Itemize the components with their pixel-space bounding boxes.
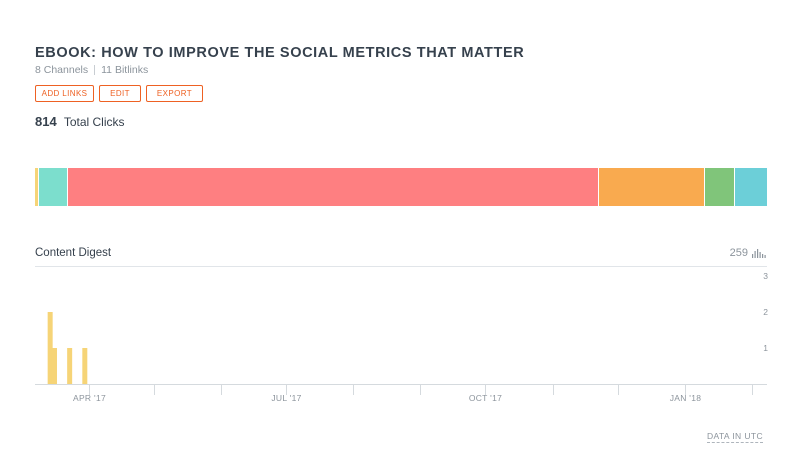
data-in-utc-link[interactable]: DATA IN UTC	[706, 431, 763, 443]
total-clicks: 814 Total Clicks	[35, 114, 125, 129]
data-bar	[51, 348, 57, 384]
y-tick-label: 1	[763, 343, 768, 353]
channel-segment[interactable]	[598, 168, 705, 206]
section-count-value: 259	[729, 247, 748, 259]
x-tick-label: APR '17	[73, 393, 106, 403]
channel-segment[interactable]	[704, 168, 736, 206]
meta-divider	[94, 65, 96, 75]
x-tick-label: JUL '17	[271, 393, 301, 403]
channel-segment[interactable]	[38, 168, 68, 206]
channels-count[interactable]: 8 Channels	[35, 64, 89, 76]
channel-breakdown-bar	[35, 168, 767, 206]
y-tick-label: 3	[763, 271, 768, 281]
data-bar	[67, 348, 73, 384]
channel-segment[interactable]	[67, 168, 599, 206]
page-title: EBOOK: HOW TO IMPROVE THE SOCIAL METRICS…	[35, 45, 525, 61]
section-count[interactable]: 259	[730, 247, 766, 259]
add-links-button[interactable]: ADD LINKS	[35, 85, 94, 102]
channel-segment[interactable]	[35, 168, 39, 206]
channel-segment[interactable]	[735, 168, 767, 206]
action-buttons: ADD LINKS EDIT EXPORT	[35, 85, 203, 102]
x-tick-label: OCT '17	[469, 393, 502, 403]
x-tick-label: JAN '18	[670, 393, 702, 403]
section-divider	[35, 266, 767, 267]
total-clicks-label: Total Clicks	[63, 115, 125, 129]
section-title: Content Digest	[35, 247, 112, 259]
link-meta: 8 Channels 11 Bitlinks	[35, 64, 148, 76]
data-bar	[82, 348, 88, 384]
y-tick-label: 2	[763, 307, 768, 317]
bar-chart-icon	[752, 248, 766, 258]
bitlinks-count[interactable]: 11 Bitlinks	[101, 64, 149, 76]
edit-button[interactable]: EDIT	[99, 85, 141, 102]
data-bar	[47, 312, 53, 384]
total-clicks-value: 814	[35, 114, 57, 129]
clicks-timeline-chart: APR '17 JUL '17 OCT '17 JAN '18 1 2 3	[35, 271, 768, 403]
export-button[interactable]: EXPORT	[146, 85, 203, 102]
